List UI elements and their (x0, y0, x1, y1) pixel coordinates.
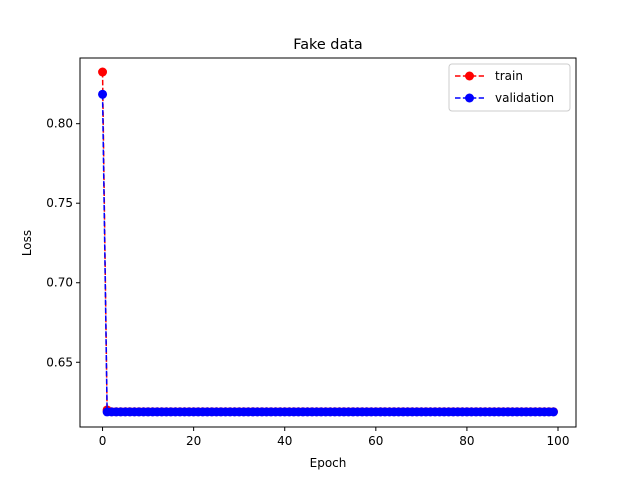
x-tick-label: 0 (99, 434, 107, 448)
x-tick-label: 40 (277, 434, 292, 448)
y-tick-label: 0.65 (46, 355, 73, 369)
chart-title: Fake data (293, 37, 362, 53)
legend-label-train: train (495, 69, 523, 83)
x-axis: 0 20 40 60 80 100 (99, 427, 570, 448)
legend: train validation (448, 63, 571, 112)
y-axis-label: Loss (20, 230, 34, 256)
data-point-validation (548, 407, 558, 417)
x-tick-label: 80 (459, 434, 474, 448)
y-axis: 0.65 0.70 0.75 0.80 (46, 117, 80, 369)
x-tick-label: 20 (186, 434, 201, 448)
x-axis-label: Epoch (310, 456, 347, 470)
y-tick-label: 0.80 (46, 117, 73, 131)
x-tick-label: 100 (547, 434, 570, 448)
plot-area (98, 67, 558, 417)
legend-label-validation: validation (495, 91, 554, 105)
data-point-train (98, 67, 108, 77)
legend-marker-train (465, 71, 474, 81)
x-tick-label: 60 (368, 434, 383, 448)
data-point-validation (98, 89, 108, 99)
y-tick-label: 0.75 (46, 196, 73, 210)
legend-marker-validation (465, 93, 474, 103)
plot-frame (79, 57, 577, 428)
y-tick-label: 0.70 (46, 276, 73, 290)
series-validation (98, 89, 558, 417)
